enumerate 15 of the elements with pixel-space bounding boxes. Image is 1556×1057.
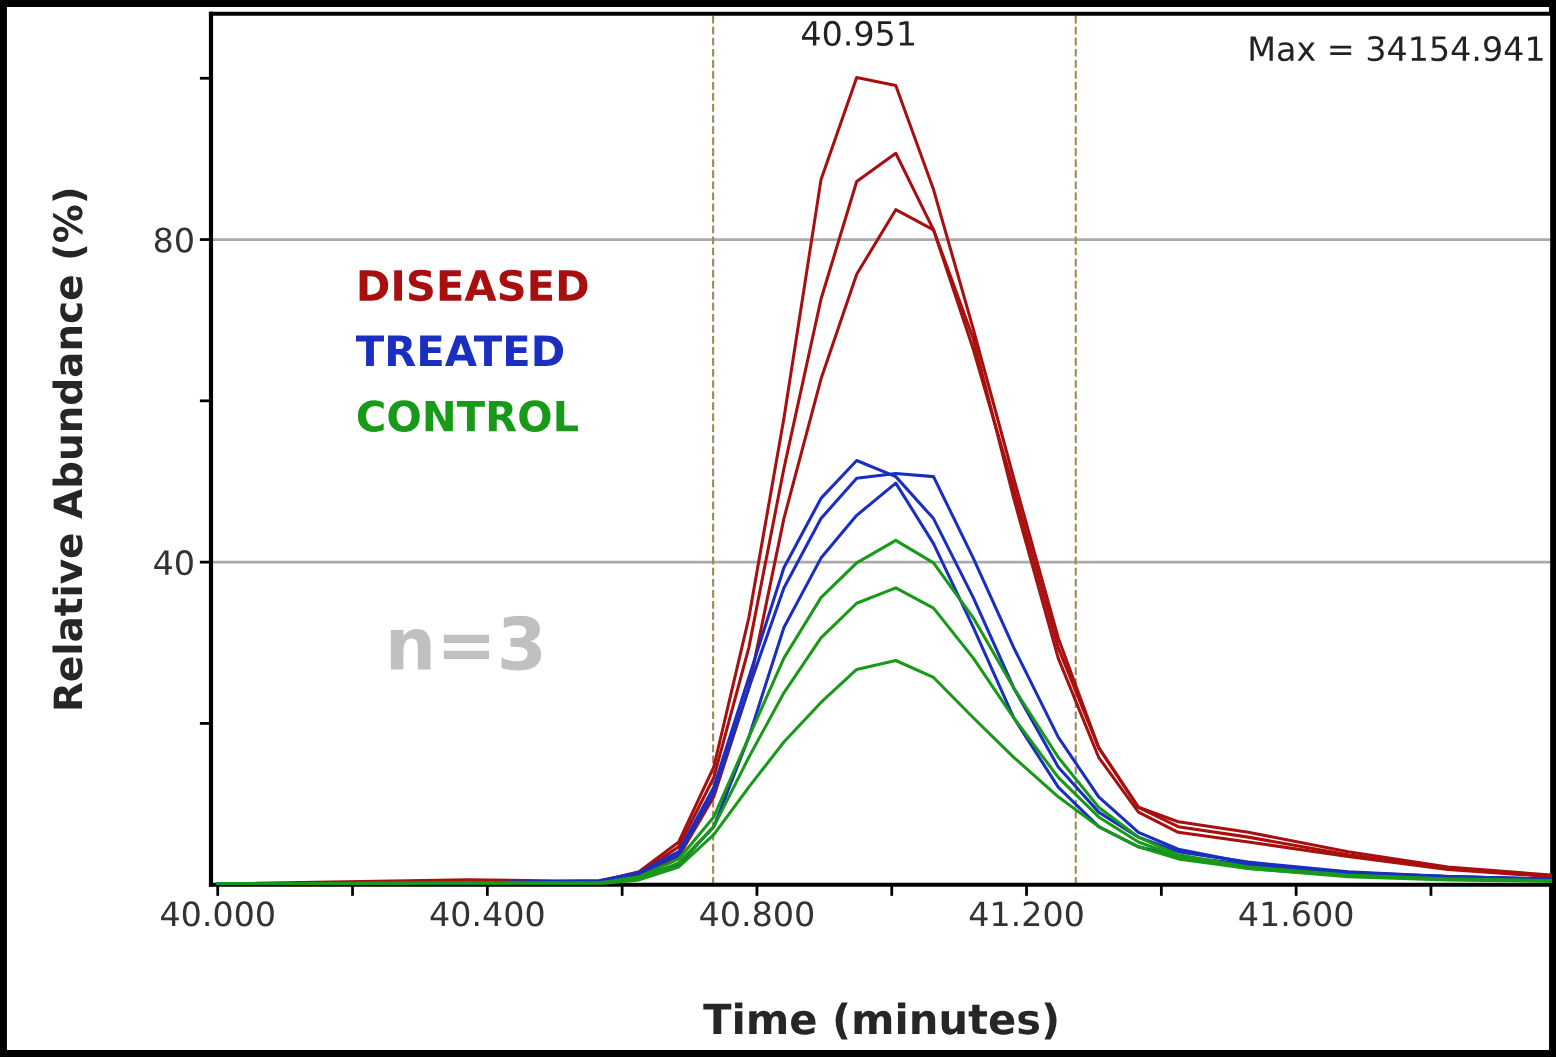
text: DISEASED [359,269,588,302]
y-tick-label: 40 [154,550,193,576]
text: TREATED [356,335,564,366]
annotation: n=3 [390,615,542,671]
y-tick-label: 80 [154,227,193,253]
x-tick-label: 40.400 [430,901,544,927]
y-axis-title: Relative Abundance (%) [52,189,88,709]
annotation: 40.951 [802,20,914,46]
annotation: Max = 34154.941 [1250,36,1543,62]
x-tick-label: 40.000 [161,901,274,927]
x-tick-label: 41.600 [1239,901,1353,927]
text: CONTROL [357,400,578,432]
x-tick-label: 41.200 [969,901,1083,927]
x-tick-label: 40.800 [700,901,814,927]
x-axis-title: Time (minutes) [703,1002,1057,1040]
